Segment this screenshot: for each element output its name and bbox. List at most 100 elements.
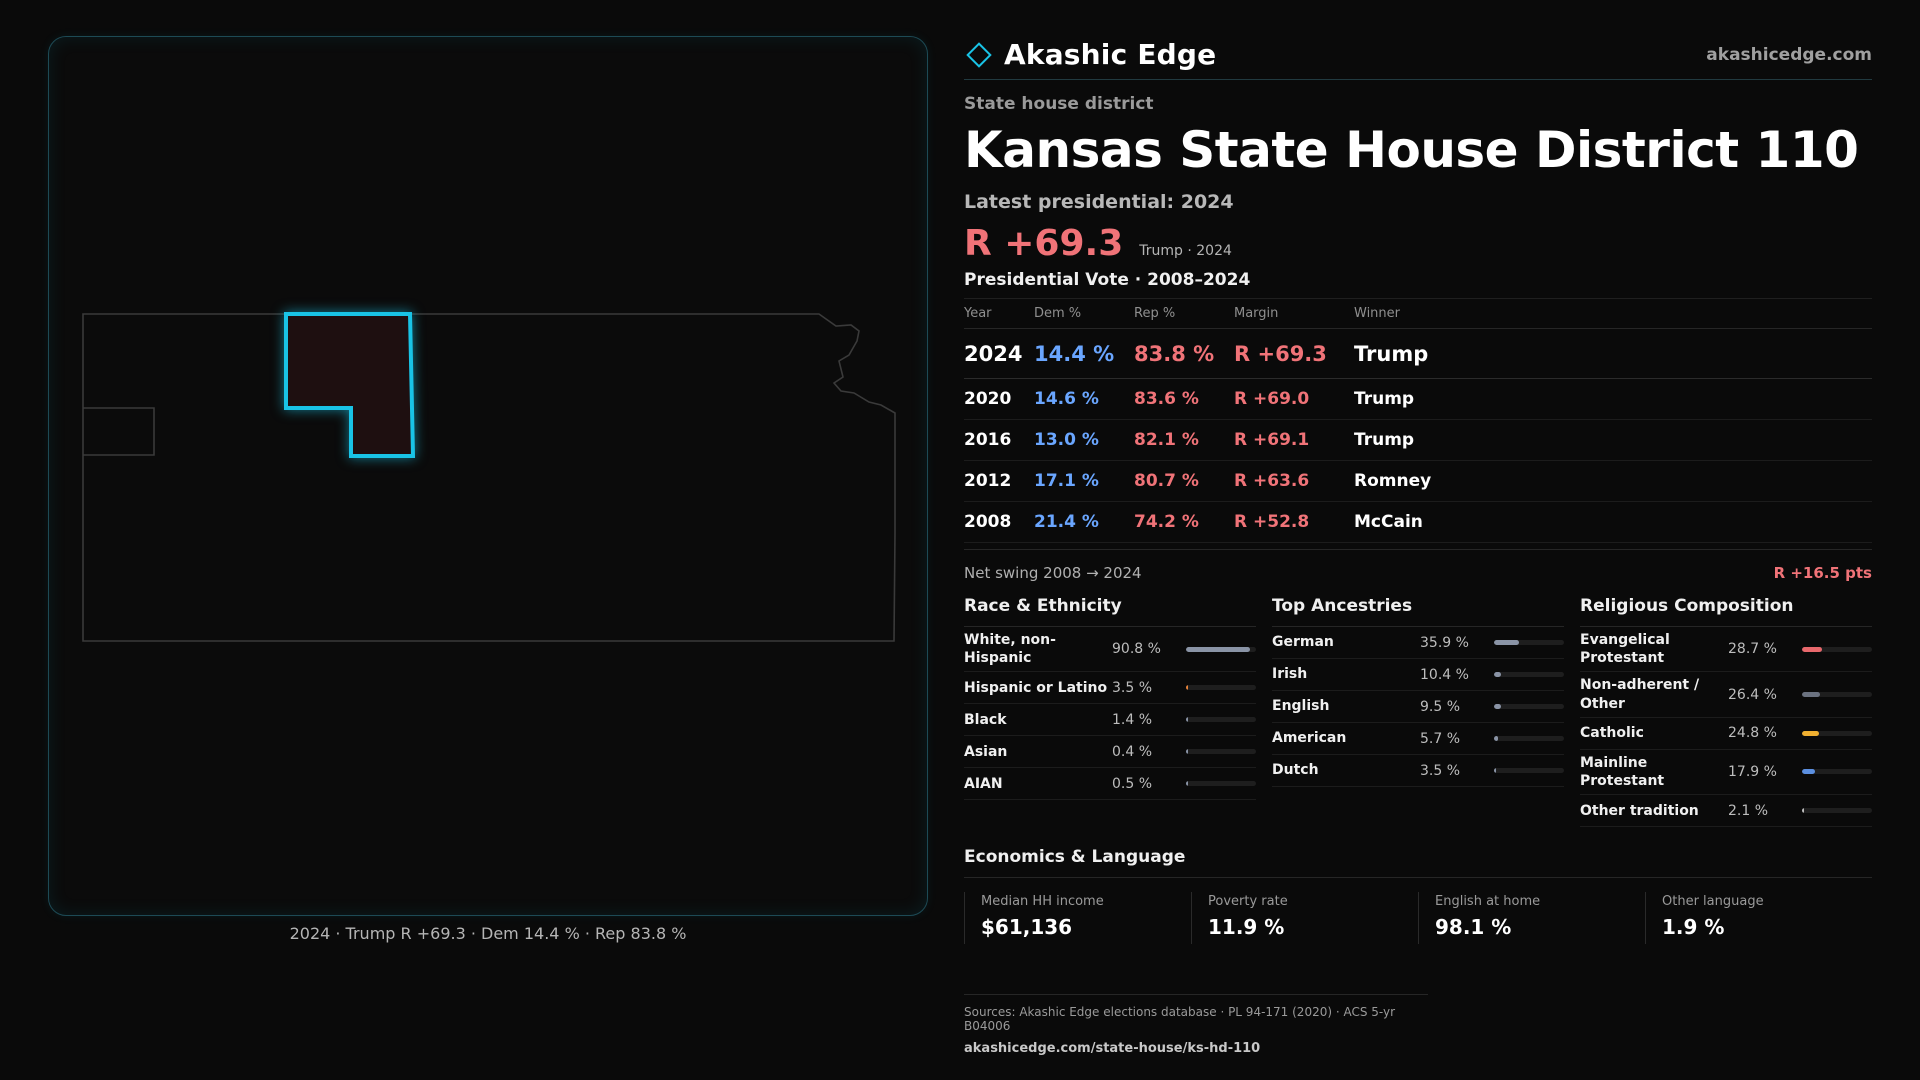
list-item: AIAN 0.5 % — [964, 768, 1256, 801]
bar-fill — [1802, 769, 1815, 775]
item-value: 24.8 % — [1728, 725, 1777, 742]
stat-value: $61,136 — [981, 915, 1073, 940]
religion-section: Religious Composition Evangelical Protes… — [1580, 596, 1872, 828]
winner-cell: Trump — [1354, 328, 1872, 379]
winner-cell: McCain — [1354, 501, 1872, 543]
religion-title: Religious Composition — [1580, 596, 1872, 627]
list-item: Asian 0.4 % — [964, 736, 1256, 769]
item-bar — [1802, 646, 1872, 652]
item-value: 0.4 % — [1112, 743, 1153, 760]
item-value: 17.9 % — [1728, 763, 1777, 780]
item-label: Irish — [1272, 666, 1308, 683]
dem-cell: 17.1 % — [1034, 460, 1134, 502]
stat-other-language: Other language 1.9 % — [1645, 892, 1872, 945]
list-item: German 35.9 % — [1272, 627, 1564, 659]
bar-fill — [1186, 717, 1188, 723]
list-item: White, non-Hispanic 90.8 % — [964, 627, 1256, 673]
item-bar — [1186, 646, 1256, 652]
brand-name: Akashic Edge — [1004, 38, 1217, 71]
item-label: Non-adherent / Other — [1580, 677, 1700, 712]
list-item: Other tradition 2.1 % — [1580, 795, 1872, 828]
bar-fill — [1186, 646, 1250, 652]
race-section: Race & Ethnicity White, non-Hispanic 90.… — [964, 596, 1256, 827]
stat-label: Other language — [1662, 894, 1764, 910]
sources-footer: Sources: Akashic Edge elections database… — [964, 994, 1428, 1056]
margin-value: R +69.3 — [964, 222, 1124, 264]
item-bar — [1802, 769, 1872, 775]
site-link[interactable]: akashicedge.com — [1706, 44, 1872, 65]
stat-value: 1.9 % — [1662, 915, 1725, 940]
map-caption: 2024 · Trump R +69.3 · Dem 14.4 % · Rep … — [289, 924, 687, 943]
item-bar — [1494, 736, 1564, 741]
item-value: 1.4 % — [1112, 711, 1153, 728]
list-item: Evangelical Protestant 28.7 % — [1580, 627, 1872, 673]
item-label: Mainline Protestant — [1580, 754, 1665, 789]
item-value: 28.7 % — [1728, 641, 1777, 658]
swing-value: R +16.5 pts — [1773, 564, 1872, 582]
bar-fill — [1494, 736, 1498, 741]
stat-label: Poverty rate — [1208, 894, 1288, 910]
bar-fill — [1186, 749, 1188, 755]
item-bar — [1802, 730, 1872, 736]
margin-cell: R +69.3 — [1234, 328, 1354, 379]
item-value: 90.8 % — [1112, 641, 1161, 658]
latest-presidential: Latest presidential: 2024 — [964, 190, 1234, 213]
list-item: Non-adherent / Other 26.4 % — [1580, 672, 1872, 718]
table-header-row: Year Dem % Rep % Margin Winner — [964, 298, 1872, 329]
brand[interactable]: Akashic Edge — [964, 38, 1216, 71]
presidential-title: Presidential Vote · 2008–2024 — [964, 270, 1872, 299]
margin-cell: R +52.8 — [1234, 501, 1354, 543]
stat-median-income: Median HH income $61,136 — [964, 892, 1191, 945]
detail-panel: Akashic Edge akashicedge.com State house… — [964, 30, 1872, 945]
bar-fill — [1802, 646, 1823, 652]
rep-cell: 83.8 % — [1134, 328, 1234, 379]
page-url-link[interactable]: akashicedge.com/state-house/ks-hd-110 — [964, 1041, 1261, 1056]
district-kicker: State house district — [964, 94, 1154, 114]
year-cell: 2020 — [964, 378, 1034, 420]
item-value: 9.5 % — [1420, 698, 1461, 715]
dem-cell: 14.6 % — [1034, 378, 1134, 420]
margin-cell: R +69.1 — [1234, 419, 1354, 461]
item-bar — [1186, 749, 1256, 755]
stat-value: 98.1 % — [1435, 915, 1512, 940]
net-swing: Net swing 2008 → 2024 R +16.5 pts — [964, 549, 1872, 582]
margin-cell: R +63.6 — [1234, 460, 1354, 502]
list-item: Dutch 3.5 % — [1272, 755, 1564, 787]
bar-fill — [1494, 640, 1520, 645]
item-bar — [1186, 781, 1256, 787]
item-value: 35.9 % — [1420, 634, 1469, 651]
bar-fill — [1494, 704, 1501, 709]
margin-subtitle: Trump · 2024 — [1139, 242, 1232, 259]
demographics: Race & Ethnicity White, non-Hispanic 90.… — [964, 596, 1872, 828]
list-item: American 5.7 % — [1272, 723, 1564, 755]
year-cell: 2012 — [964, 460, 1034, 502]
bar-fill — [1494, 672, 1502, 677]
item-bar — [1494, 704, 1564, 709]
item-bar — [1802, 808, 1872, 814]
list-item: English 9.5 % — [1272, 691, 1564, 723]
ancestry-title: Top Ancestries — [1272, 596, 1564, 627]
item-bar — [1494, 640, 1564, 645]
state-outline — [82, 313, 896, 642]
item-bar — [1186, 685, 1256, 691]
bar-fill — [1802, 808, 1804, 814]
rep-cell: 82.1 % — [1134, 419, 1234, 461]
item-label: White, non-Hispanic — [964, 632, 1056, 667]
item-label: English — [1272, 698, 1330, 715]
stat-value: 11.9 % — [1208, 915, 1285, 940]
col-dem: Dem % — [1034, 298, 1134, 329]
item-bar — [1494, 672, 1564, 677]
neighbor-district-outline — [83, 407, 155, 456]
table-row: 2016 13.0 % 82.1 % R +69.1 Trump — [964, 419, 1872, 461]
item-label: Evangelical Protestant — [1580, 632, 1670, 667]
item-value: 26.4 % — [1728, 686, 1777, 703]
item-label: Black — [964, 711, 1007, 728]
item-value: 10.4 % — [1420, 666, 1469, 683]
table-row: 2008 21.4 % 74.2 % R +52.8 McCain — [964, 501, 1872, 543]
item-bar — [1186, 717, 1256, 723]
dem-cell: 14.4 % — [1034, 328, 1134, 379]
district-map[interactable] — [49, 37, 929, 917]
list-item: Catholic 24.8 % — [1580, 718, 1872, 750]
district-110-shape[interactable] — [284, 312, 416, 458]
col-margin: Margin — [1234, 298, 1354, 329]
